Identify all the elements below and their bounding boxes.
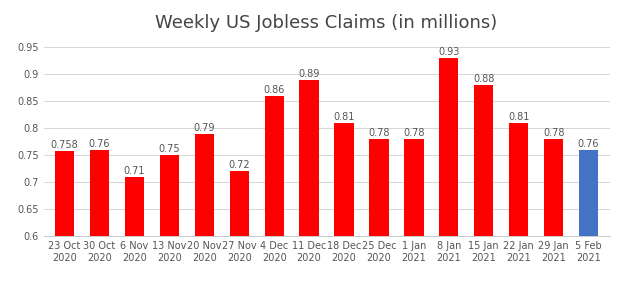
Bar (299, 80, 318, 236)
Text: 0.89: 0.89 (299, 68, 320, 78)
Bar (160, 155, 179, 236)
Text: 0.75: 0.75 (159, 144, 180, 154)
Text: 0.81: 0.81 (333, 112, 355, 122)
Bar (195, 134, 214, 236)
Bar (509, 123, 528, 236)
Bar (404, 139, 424, 236)
Text: 0.88: 0.88 (473, 74, 494, 84)
Text: 0.71: 0.71 (124, 166, 145, 176)
Bar (579, 150, 598, 236)
Text: 0.86: 0.86 (264, 85, 285, 95)
Bar (544, 139, 564, 236)
Bar (90, 150, 109, 236)
Text: 0.79: 0.79 (193, 123, 215, 133)
Bar (125, 177, 144, 236)
Bar (369, 139, 389, 236)
Text: 0.78: 0.78 (403, 128, 425, 138)
Bar (439, 58, 458, 236)
Text: 0.81: 0.81 (508, 112, 529, 122)
Bar (230, 171, 249, 236)
Bar (474, 85, 493, 236)
Bar (264, 96, 284, 236)
Text: 0.758: 0.758 (50, 140, 78, 150)
Text: 0.78: 0.78 (543, 128, 564, 138)
Text: 0.76: 0.76 (578, 139, 600, 149)
Text: 0.93: 0.93 (438, 47, 460, 57)
Text: 0.76: 0.76 (89, 139, 110, 149)
Bar (335, 123, 354, 236)
Text: 0.72: 0.72 (228, 160, 250, 170)
Title: Weekly US Jobless Claims (in millions): Weekly US Jobless Claims (in millions) (156, 14, 498, 32)
Text: 0.78: 0.78 (368, 128, 390, 138)
Bar (55, 151, 74, 236)
